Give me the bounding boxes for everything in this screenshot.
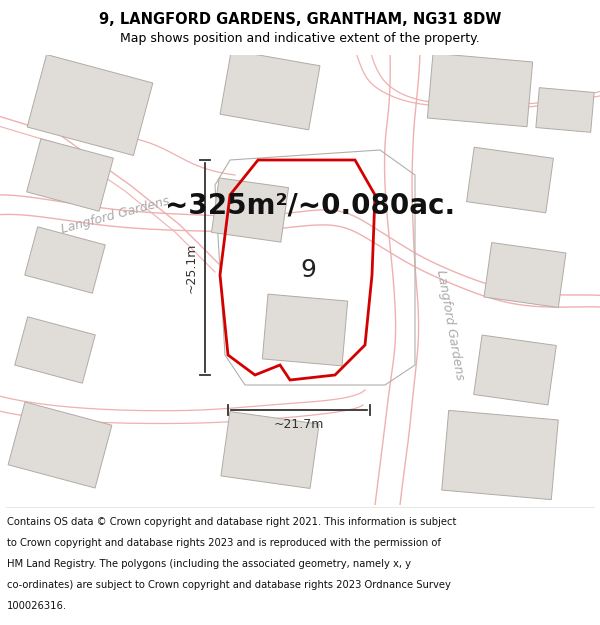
FancyBboxPatch shape [442, 411, 558, 499]
Text: Contains OS data © Crown copyright and database right 2021. This information is : Contains OS data © Crown copyright and d… [7, 517, 457, 527]
Text: co-ordinates) are subject to Crown copyright and database rights 2023 Ordnance S: co-ordinates) are subject to Crown copyr… [7, 580, 451, 590]
FancyBboxPatch shape [427, 53, 533, 127]
FancyBboxPatch shape [536, 88, 594, 132]
FancyBboxPatch shape [15, 317, 95, 383]
FancyBboxPatch shape [27, 54, 153, 156]
FancyBboxPatch shape [26, 139, 113, 211]
Text: to Crown copyright and database rights 2023 and is reproduced with the permissio: to Crown copyright and database rights 2… [7, 538, 441, 548]
FancyBboxPatch shape [473, 335, 556, 405]
Text: HM Land Registry. The polygons (including the associated geometry, namely x, y: HM Land Registry. The polygons (includin… [7, 559, 411, 569]
Text: Langford Gardens: Langford Gardens [59, 194, 170, 236]
FancyBboxPatch shape [262, 294, 347, 366]
Text: 9: 9 [300, 258, 316, 282]
FancyBboxPatch shape [484, 242, 566, 308]
Text: ~25.1m: ~25.1m [185, 242, 197, 292]
Text: 9, LANGFORD GARDENS, GRANTHAM, NG31 8DW: 9, LANGFORD GARDENS, GRANTHAM, NG31 8DW [99, 12, 501, 27]
FancyBboxPatch shape [8, 402, 112, 488]
Text: Map shows position and indicative extent of the property.: Map shows position and indicative extent… [120, 32, 480, 45]
Text: ~325m²/~0.080ac.: ~325m²/~0.080ac. [165, 191, 455, 219]
FancyBboxPatch shape [212, 178, 289, 242]
Text: ~21.7m: ~21.7m [274, 418, 324, 431]
Text: 100026316.: 100026316. [7, 601, 67, 611]
Text: Langford Gardens: Langford Gardens [434, 269, 466, 381]
FancyBboxPatch shape [221, 411, 319, 489]
FancyBboxPatch shape [25, 227, 105, 293]
FancyBboxPatch shape [467, 148, 553, 213]
FancyBboxPatch shape [220, 50, 320, 130]
